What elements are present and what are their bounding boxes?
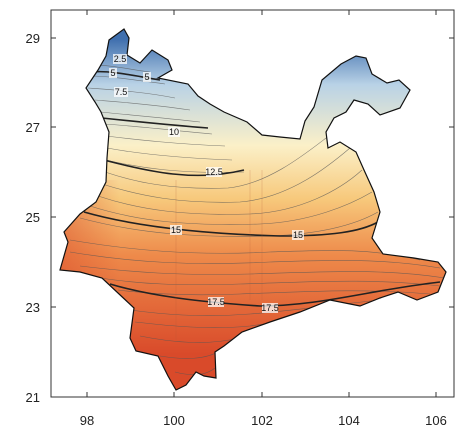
contour-line bbox=[89, 191, 373, 225]
y-tick-label-29: 29 bbox=[26, 31, 40, 46]
contour-label-15-west: 15 bbox=[171, 225, 181, 235]
contour-label-12.5: 12.5 bbox=[205, 167, 223, 177]
y-tick-label-27: 27 bbox=[26, 120, 40, 135]
contour-labels: 2.5 5 5 7.5 10 12.5 15 15 17.5 17.5 bbox=[109, 54, 304, 313]
x-tick-label-106: 106 bbox=[425, 413, 447, 428]
y-tick-label-21: 21 bbox=[26, 390, 40, 405]
contour-label-5-right: 5 bbox=[144, 72, 149, 82]
contour-line bbox=[105, 159, 245, 173]
contour-line bbox=[87, 87, 176, 99]
contour-line-major bbox=[109, 281, 441, 307]
contour-line bbox=[99, 111, 201, 123]
contour-line bbox=[99, 277, 441, 287]
contour-line bbox=[106, 147, 233, 161]
contour-line-major bbox=[83, 211, 379, 237]
contour-line bbox=[104, 134, 331, 189]
contour-line bbox=[69, 251, 441, 269]
contour-line bbox=[101, 147, 351, 203]
x-tick-label-102: 102 bbox=[251, 413, 273, 428]
x-tick-label-104: 104 bbox=[338, 413, 360, 428]
contour-label-15-east: 15 bbox=[293, 230, 303, 240]
x-axis-ticks bbox=[86, 10, 437, 397]
contour-line bbox=[79, 265, 446, 279]
western-warm-shading bbox=[60, 180, 250, 340]
contour-line bbox=[94, 99, 191, 111]
grid-artifacts bbox=[175, 170, 263, 340]
contour-line bbox=[69, 239, 421, 261]
y-tick-label-25: 25 bbox=[26, 210, 40, 225]
contour-lines bbox=[69, 65, 446, 375]
contour-line-major bbox=[101, 117, 209, 129]
contour-line bbox=[97, 169, 363, 215]
contour-label-2.5: 2.5 bbox=[114, 54, 127, 64]
y-tick-label-23: 23 bbox=[26, 300, 40, 315]
contour-line bbox=[105, 135, 226, 147]
contour-label-17.5-east: 17.5 bbox=[261, 303, 279, 313]
plot-frame bbox=[50, 9, 455, 398]
contour-label-17.5-west: 17.5 bbox=[207, 297, 225, 307]
contour-label-10: 10 bbox=[169, 127, 179, 137]
y-axis-ticks bbox=[51, 37, 454, 398]
contour-line bbox=[103, 123, 213, 135]
x-tick-label-98: 98 bbox=[80, 413, 94, 428]
contour-line-major bbox=[103, 159, 245, 177]
contour-line bbox=[139, 335, 241, 343]
contour-label-5-left: 5 bbox=[110, 68, 115, 78]
contour-label-7.5: 7.5 bbox=[115, 87, 128, 97]
x-tick-label-100: 100 bbox=[163, 413, 185, 428]
contour-line bbox=[89, 75, 166, 85]
